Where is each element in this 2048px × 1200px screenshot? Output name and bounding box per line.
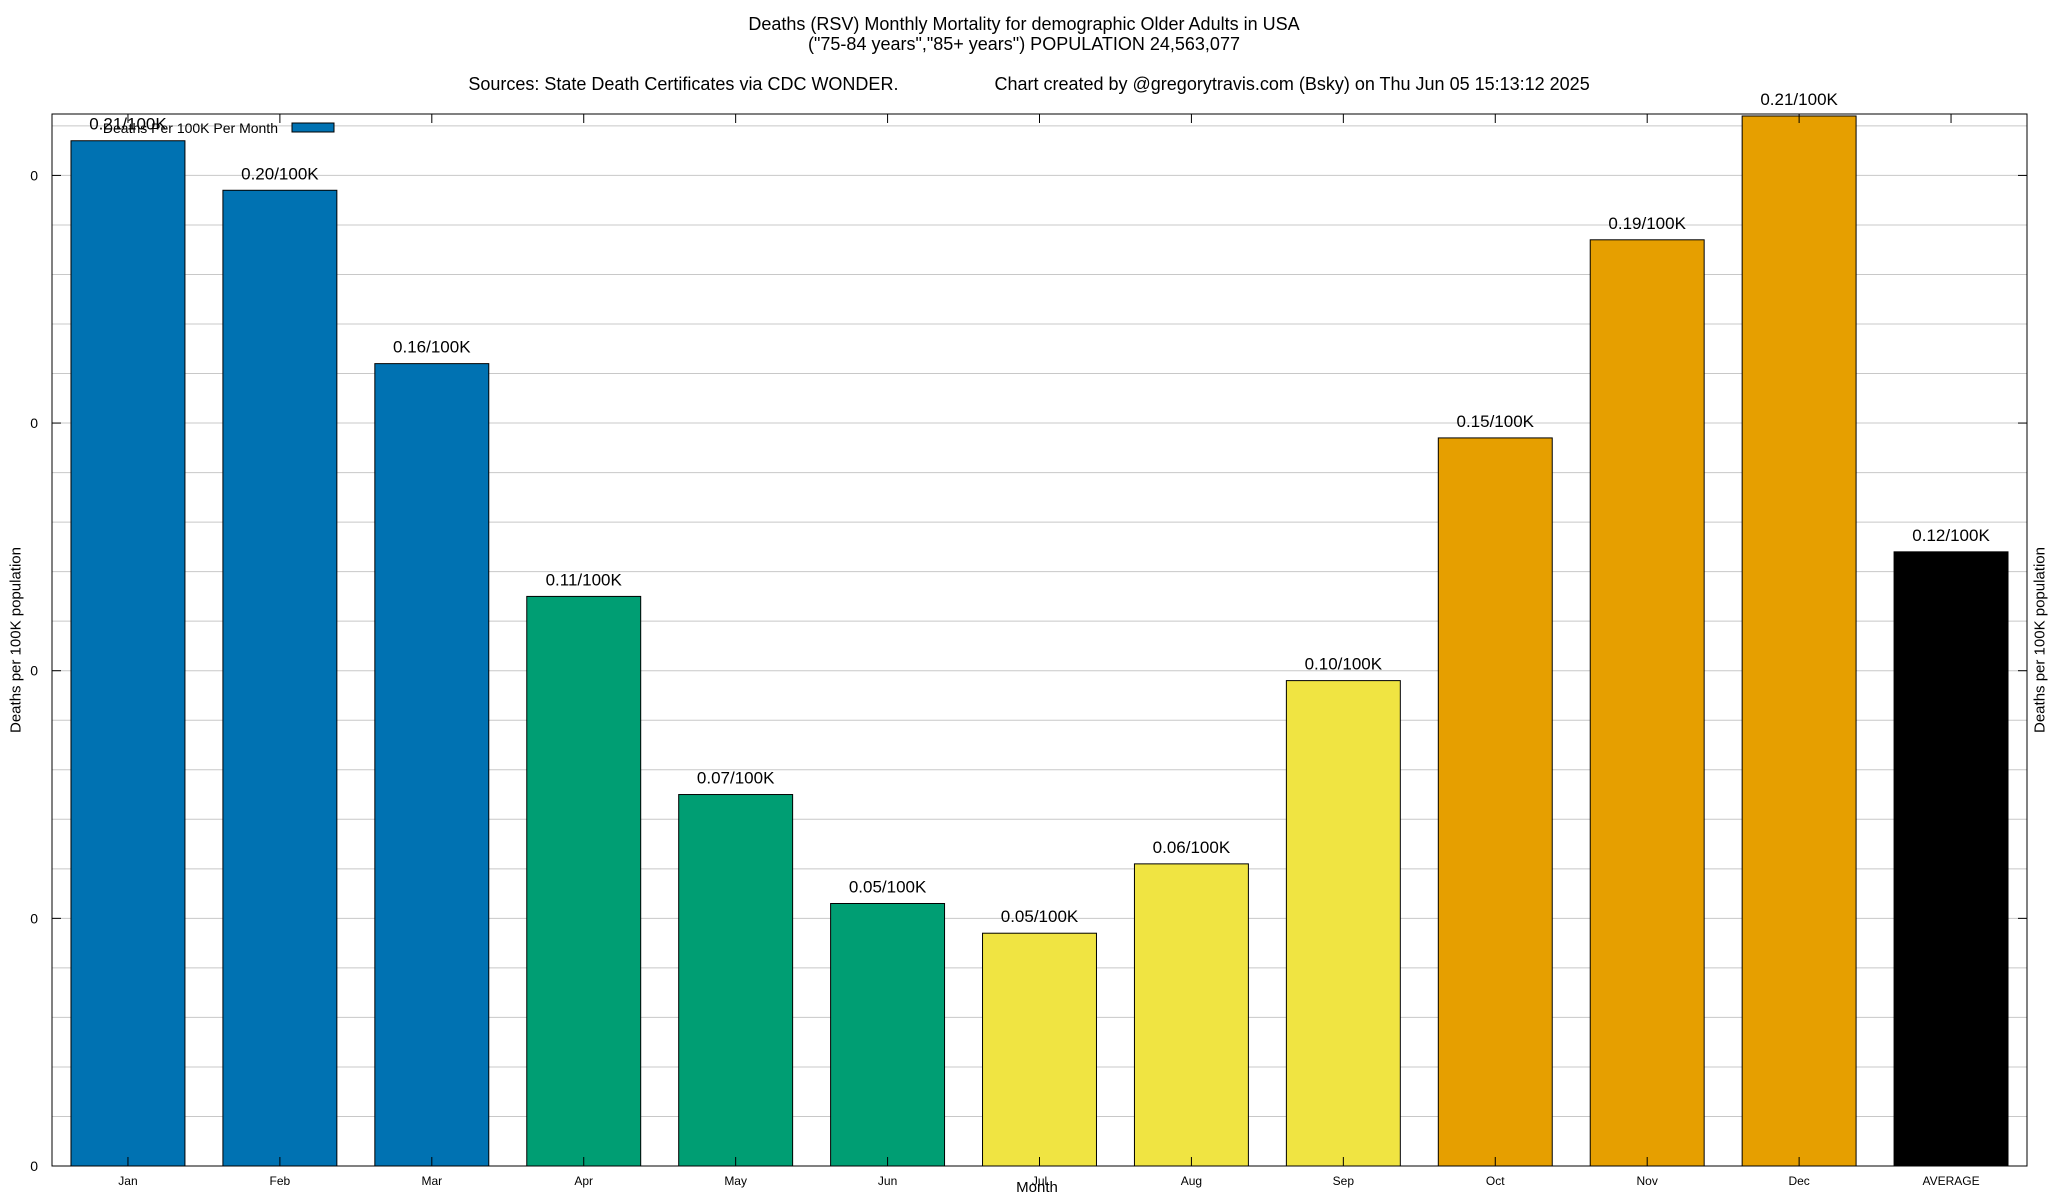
bars [70, 115, 2009, 1167]
x-tick-label: Apr [574, 1174, 593, 1188]
x-tick-label: Feb [270, 1174, 291, 1188]
bar-sep [1285, 680, 1401, 1167]
chart-source-line: Sources: State Death Certificates via CD… [0, 54, 2048, 94]
data-label: 0.06/100K [1153, 838, 1231, 857]
y-tick-label: 0 [30, 167, 38, 183]
chart-subtitle: ("75-84 years","85+ years") POPULATION 2… [808, 34, 1240, 54]
y-axis-label: Deaths per 100K population [7, 547, 25, 733]
bar-dec [1741, 115, 1857, 1167]
y-tick-label: 0 [30, 1158, 38, 1174]
bar-feb [222, 189, 338, 1167]
data-label: 0.21/100K [89, 115, 167, 134]
data-label: 0.11/100K [546, 570, 623, 589]
y2-axis-label: Deaths per 100K population [2031, 547, 2048, 733]
data-label: 0.19/100K [1608, 214, 1686, 233]
bar-average [1893, 551, 2009, 1167]
axis-ticks: 0 0 0 0 0 Jan Feb Mar Apr May Jun Jul Aug Sep Oct Nov De… [30, 114, 2027, 1188]
data-label: 0.20/100K [241, 164, 319, 183]
credit-text: Chart created by @gregorytravis.com (Bsk… [994, 74, 1590, 94]
bar-jun [830, 902, 946, 1167]
data-label: 0.15/100K [1457, 412, 1535, 431]
x-tick-label: Dec [1788, 1174, 1809, 1188]
x-tick-label: Nov [1637, 1174, 1658, 1188]
data-label: 0.21/100K [1760, 90, 1838, 109]
bar-may [678, 794, 794, 1167]
data-label: 0.05/100K [849, 877, 927, 896]
legend-swatch [291, 122, 335, 133]
y-tick-label: 0 [30, 663, 38, 679]
bar-mar [374, 363, 490, 1167]
x-tick-label: AVERAGE [1922, 1174, 1979, 1188]
x-tick-label: Jan [118, 1174, 137, 1188]
data-label: 0.16/100K [393, 338, 471, 357]
legend-label: Deaths Per 100K Per Month [103, 120, 278, 136]
x-tick-label: Jun [878, 1174, 897, 1188]
data-label: 0.05/100K [1001, 907, 1079, 926]
bar-aug [1133, 863, 1249, 1167]
x-tick-label: Mar [421, 1174, 442, 1188]
bar-jan [70, 140, 186, 1167]
x-axis-label: Month [1016, 1179, 1058, 1196]
bar-jul [982, 932, 1097, 1167]
data-label: 0.12/100K [1912, 526, 1990, 545]
chart-title: Deaths (RSV) Monthly Mortality for demog… [748, 14, 1300, 34]
data-label: 0.10/100K [1305, 655, 1383, 674]
source-text: Sources: State Death Certificates via CD… [468, 74, 899, 94]
y-tick-label: 0 [30, 910, 38, 926]
y-tick-label: 0 [30, 415, 38, 431]
bar-nov [1589, 239, 1705, 1167]
x-tick-label: Jul [1032, 1174, 1047, 1188]
data-labels: 0.21/100K 0.20/100K 0.16/100K 0.11/100K 0.07… [89, 90, 1990, 926]
legend: Deaths Per 100K Per Month [103, 120, 335, 136]
bar-oct [1437, 437, 1553, 1167]
x-tick-label: Sep [1333, 1174, 1355, 1188]
x-tick-label: May [724, 1174, 747, 1188]
data-label: 0.07/100K [697, 769, 775, 788]
bar-apr [526, 595, 642, 1167]
x-tick-label: Aug [1181, 1174, 1202, 1188]
x-tick-label: Oct [1486, 1174, 1505, 1188]
